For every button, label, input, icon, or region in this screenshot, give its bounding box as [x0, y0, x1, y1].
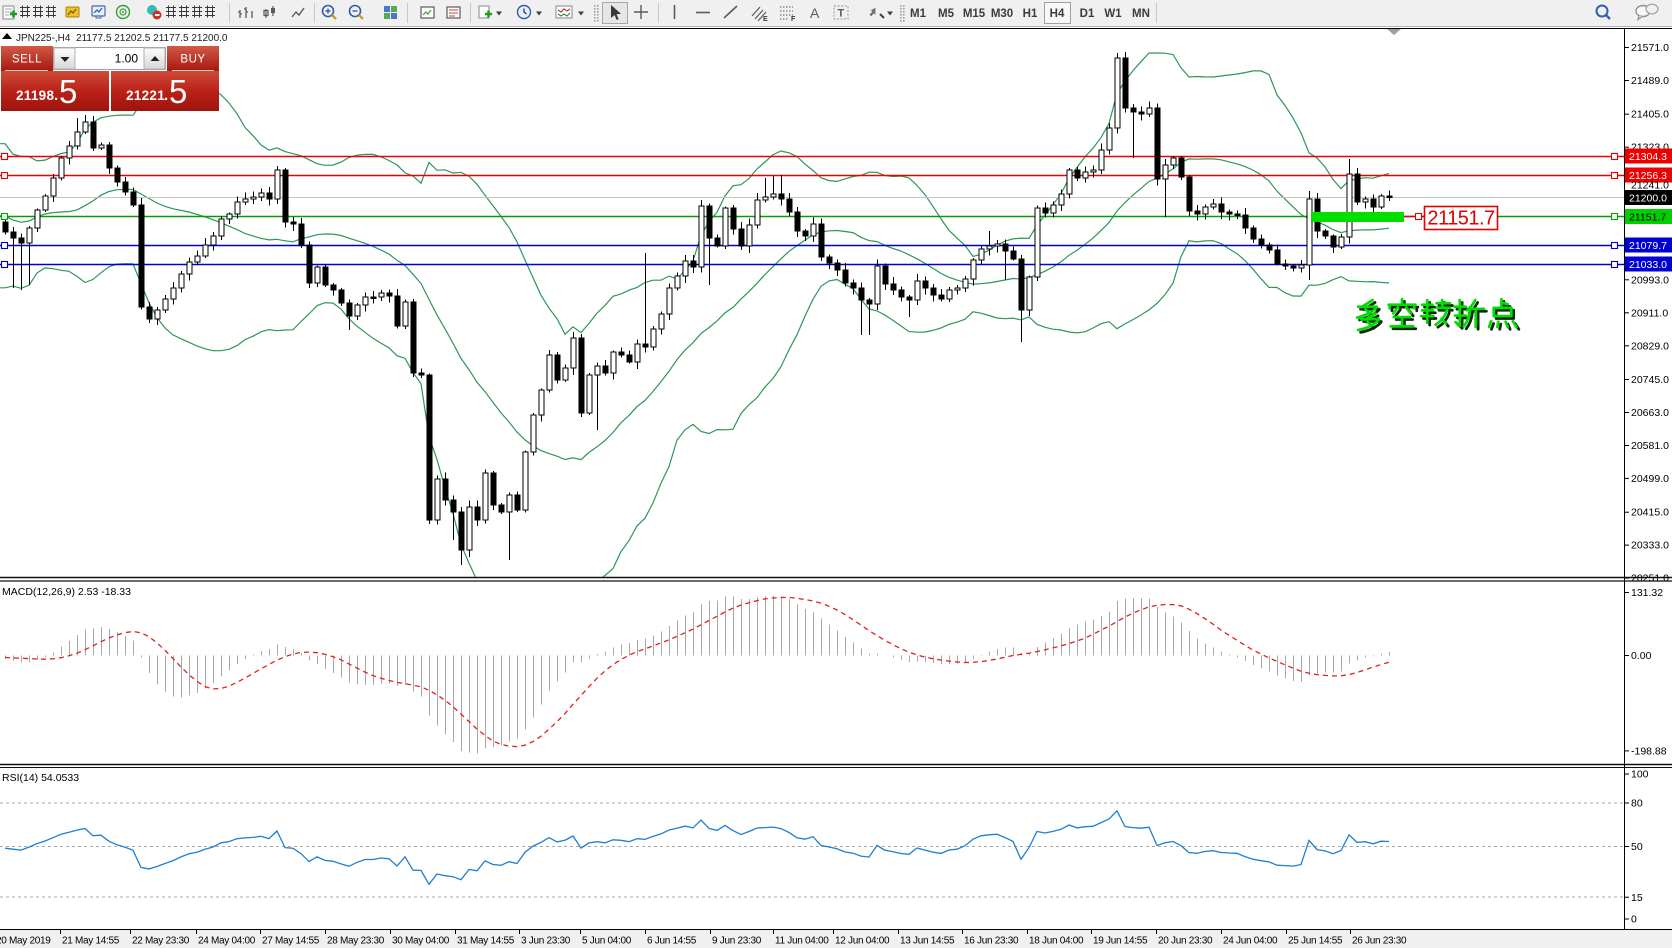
svg-text:19 Jun 14:55: 19 Jun 14:55 [1093, 936, 1148, 947]
svg-text:12 Jun 04:00: 12 Jun 04:00 [835, 936, 890, 947]
svg-text:131.32: 131.32 [1631, 587, 1663, 599]
svg-text:F: F [791, 16, 796, 23]
svg-text:M30: M30 [991, 8, 1013, 20]
svg-text:20911.0: 20911.0 [1631, 307, 1668, 319]
svg-text:M5: M5 [938, 8, 955, 20]
svg-text:H1: H1 [1023, 8, 1038, 20]
svg-text:50: 50 [1631, 841, 1643, 853]
svg-text:26 Jun 23:30: 26 Jun 23:30 [1352, 936, 1407, 947]
svg-text:80: 80 [1631, 798, 1643, 810]
svg-text:21241.0: 21241.0 [1631, 180, 1669, 192]
svg-text:-198.88: -198.88 [1631, 745, 1667, 757]
svg-text:31 May 14:55: 31 May 14:55 [457, 936, 515, 947]
svg-text:RSI(14) 54.0533: RSI(14) 54.0533 [2, 772, 79, 784]
svg-text:18 Jun 04:00: 18 Jun 04:00 [1029, 936, 1084, 947]
svg-text:1.00: 1.00 [115, 52, 139, 66]
svg-text:30 May 04:00: 30 May 04:00 [392, 936, 450, 947]
svg-text:28 May 23:30: 28 May 23:30 [327, 936, 385, 947]
svg-text:13 Jun 14:55: 13 Jun 14:55 [900, 936, 955, 947]
svg-text:21571.0: 21571.0 [1631, 42, 1669, 54]
svg-text:5 Jun 04:00: 5 Jun 04:00 [582, 936, 632, 947]
svg-text:20663.0: 20663.0 [1631, 407, 1669, 419]
svg-text:0.00: 0.00 [1631, 650, 1652, 662]
svg-text:21033.0: 21033.0 [1629, 259, 1667, 271]
svg-text:15: 15 [1631, 892, 1643, 904]
svg-text:22 May 23:30: 22 May 23:30 [132, 936, 190, 947]
svg-text:21079.7: 21079.7 [1629, 240, 1667, 252]
svg-text:20993.0: 20993.0 [1631, 274, 1669, 286]
svg-text:BUY: BUY [180, 54, 205, 66]
svg-text:24 May 04:00: 24 May 04:00 [198, 936, 256, 947]
svg-text:21304.3: 21304.3 [1629, 151, 1667, 163]
svg-text:3 Jun 23:30: 3 Jun 23:30 [521, 936, 571, 947]
svg-text:MN: MN [1132, 8, 1150, 20]
svg-text:.: . [54, 87, 58, 104]
svg-text:20499.0: 20499.0 [1631, 473, 1669, 485]
svg-text:0: 0 [1631, 914, 1637, 926]
svg-text:20581.0: 20581.0 [1631, 440, 1669, 452]
svg-text:21221: 21221 [126, 88, 165, 103]
svg-text:M15: M15 [963, 8, 986, 20]
svg-text:21489.0: 21489.0 [1631, 75, 1669, 87]
svg-text:MACD(12,26,9) 2.53 -18.33: MACD(12,26,9) 2.53 -18.33 [2, 586, 131, 598]
svg-text:20745.0: 20745.0 [1631, 374, 1669, 386]
svg-text:M1: M1 [910, 8, 927, 20]
svg-text:E: E [763, 16, 768, 23]
svg-text:9 Jun 23:30: 9 Jun 23:30 [712, 936, 762, 947]
svg-text:21151.7: 21151.7 [1427, 208, 1495, 230]
svg-text:21256.3: 21256.3 [1629, 170, 1667, 182]
svg-text:27 May 14:55: 27 May 14:55 [262, 936, 320, 947]
svg-text:JPN225-,H4 21177.5 21202.5 21: JPN225-,H4 21177.5 21202.5 21177.5 21200… [16, 33, 228, 44]
svg-text:T: T [838, 8, 845, 20]
svg-text:H4: H4 [1050, 8, 1065, 20]
svg-text:21198: 21198 [16, 88, 54, 103]
svg-text:20 May 2019: 20 May 2019 [0, 936, 51, 947]
svg-text:D1: D1 [1080, 8, 1095, 20]
svg-text:SELL: SELL [12, 54, 42, 66]
svg-text:20 Jun 23:30: 20 Jun 23:30 [1158, 936, 1213, 947]
svg-text:5: 5 [59, 73, 77, 110]
svg-text:25 Jun 14:55: 25 Jun 14:55 [1288, 936, 1343, 947]
svg-text:.: . [164, 87, 168, 104]
svg-text:20415.0: 20415.0 [1631, 507, 1669, 519]
svg-text:20333.0: 20333.0 [1631, 540, 1669, 552]
svg-text:11 Jun 04:00: 11 Jun 04:00 [775, 936, 829, 947]
svg-text:21151.7: 21151.7 [1629, 211, 1666, 223]
svg-text:20829.0: 20829.0 [1631, 340, 1669, 352]
svg-text:W1: W1 [1104, 8, 1122, 20]
svg-text:16 Jun 23:30: 16 Jun 23:30 [964, 936, 1019, 947]
svg-text:100: 100 [1631, 769, 1649, 781]
svg-text:A: A [810, 5, 820, 21]
svg-text:5: 5 [169, 73, 187, 110]
svg-text:20251.0: 20251.0 [1631, 573, 1669, 585]
svg-text:21200.0: 21200.0 [1629, 192, 1667, 204]
svg-text:6 Jun 14:55: 6 Jun 14:55 [647, 936, 697, 947]
svg-text:21 May 14:55: 21 May 14:55 [62, 936, 120, 947]
svg-text:21405.0: 21405.0 [1631, 109, 1669, 121]
svg-text:24 Jun 04:00: 24 Jun 04:00 [1223, 936, 1278, 947]
